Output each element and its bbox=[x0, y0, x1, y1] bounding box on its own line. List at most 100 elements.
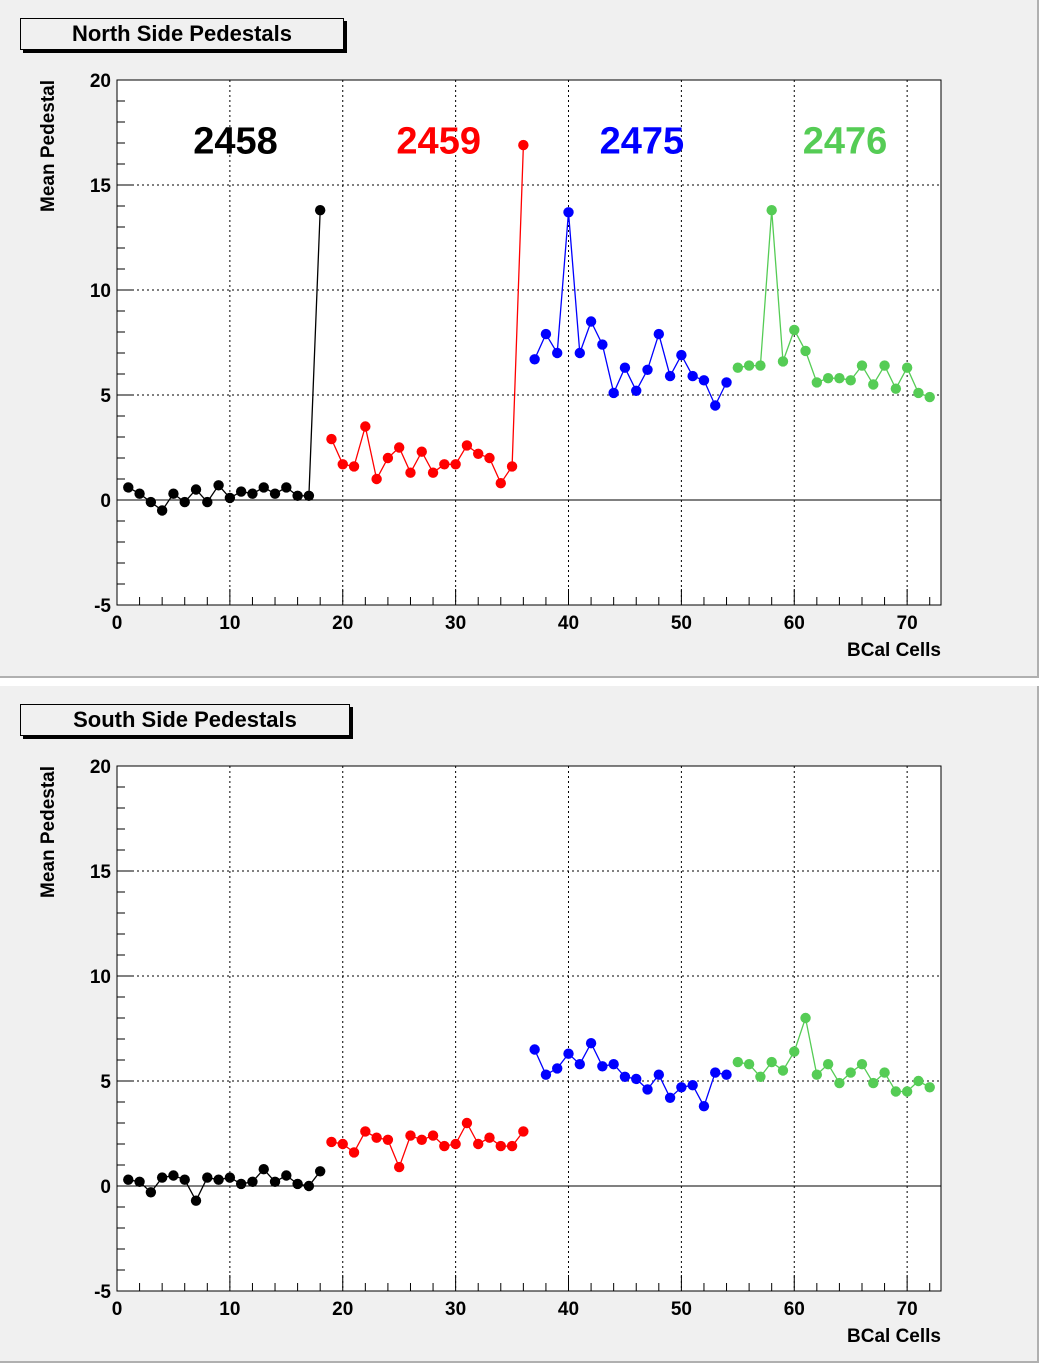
data-point bbox=[405, 1130, 416, 1141]
data-point bbox=[247, 1176, 258, 1187]
data-point bbox=[337, 1138, 348, 1150]
x-axis-label: BCal Cells bbox=[847, 1326, 941, 1347]
data-point bbox=[258, 1164, 269, 1175]
x-tick-label: 0 bbox=[112, 1299, 123, 1320]
x-tick-label: 40 bbox=[558, 1299, 579, 1320]
south-pad: South Side Pedestals 0 10 20 30 40 50 60 70 -5 0 5… bbox=[0, 686, 1039, 1363]
data-point bbox=[879, 360, 890, 371]
data-point bbox=[247, 488, 258, 499]
south-title: South Side Pedestals bbox=[20, 704, 350, 736]
data-point bbox=[642, 364, 653, 375]
x-axis-label: BCal Cells bbox=[847, 640, 941, 661]
data-point bbox=[777, 356, 789, 367]
data-point bbox=[348, 461, 360, 472]
y-tick-label: -5 bbox=[94, 596, 111, 617]
data-point bbox=[664, 1092, 676, 1103]
data-point bbox=[856, 360, 868, 371]
data-point bbox=[698, 1101, 710, 1112]
data-point bbox=[597, 1061, 608, 1072]
data-point bbox=[168, 488, 179, 499]
data-point bbox=[303, 490, 315, 501]
data-point bbox=[518, 1126, 529, 1137]
data-point bbox=[879, 1067, 890, 1078]
data-point bbox=[123, 1174, 134, 1185]
data-point bbox=[868, 1077, 879, 1089]
data-point bbox=[924, 1082, 935, 1093]
data-point bbox=[235, 486, 247, 497]
data-point bbox=[732, 1056, 744, 1068]
data-point bbox=[326, 433, 337, 445]
data-point bbox=[156, 1172, 168, 1183]
data-point bbox=[360, 421, 371, 432]
data-point bbox=[608, 1059, 619, 1070]
data-point bbox=[416, 1134, 427, 1145]
data-point bbox=[732, 362, 744, 373]
y-tick-label: 0 bbox=[100, 491, 111, 512]
data-point bbox=[213, 1174, 224, 1185]
data-point bbox=[913, 1075, 924, 1087]
series-label-2459: 2459 bbox=[396, 121, 481, 163]
data-point bbox=[123, 482, 134, 493]
data-point bbox=[473, 1138, 484, 1150]
data-point bbox=[653, 328, 665, 340]
x-tick-label: 70 bbox=[897, 1299, 918, 1320]
data-point bbox=[755, 360, 766, 371]
y-axis-label: Mean Pedestal bbox=[38, 766, 59, 898]
data-point bbox=[303, 1180, 315, 1192]
data-point bbox=[664, 370, 676, 382]
x-tick-label: 60 bbox=[784, 613, 805, 634]
data-point bbox=[642, 1084, 653, 1095]
y-tick-label: 15 bbox=[90, 176, 112, 197]
series-label-2476: 2476 bbox=[803, 121, 888, 163]
data-point bbox=[800, 345, 811, 357]
data-point bbox=[687, 370, 698, 382]
data-point bbox=[608, 387, 619, 399]
data-point bbox=[822, 373, 834, 384]
data-point bbox=[743, 360, 755, 371]
y-axis-label: Mean Pedestal bbox=[38, 80, 59, 212]
data-point bbox=[563, 207, 574, 218]
data-point bbox=[822, 1059, 834, 1070]
data-point bbox=[619, 1071, 631, 1082]
x-tick-label: 30 bbox=[445, 613, 466, 634]
data-point bbox=[281, 1170, 292, 1181]
data-point bbox=[360, 1126, 371, 1137]
data-point bbox=[179, 496, 190, 508]
data-point bbox=[202, 1172, 213, 1183]
data-point bbox=[518, 139, 529, 151]
data-point bbox=[890, 1086, 902, 1097]
data-point bbox=[834, 1077, 845, 1089]
data-point bbox=[631, 385, 642, 396]
data-point bbox=[213, 480, 224, 491]
data-point bbox=[755, 1071, 766, 1082]
y-tick-label: 5 bbox=[100, 386, 111, 407]
data-point bbox=[619, 362, 631, 373]
data-point bbox=[393, 1161, 405, 1173]
data-point bbox=[585, 316, 597, 327]
data-point bbox=[721, 1069, 732, 1080]
data-point bbox=[224, 1172, 236, 1183]
x-tick-label: 10 bbox=[219, 1299, 240, 1320]
data-point bbox=[845, 1067, 856, 1078]
north-pad: North Side Pedestals 0 10 20 30 40 50 60 70 -5 0 5… bbox=[0, 0, 1039, 678]
data-point bbox=[168, 1170, 179, 1181]
data-point bbox=[766, 205, 777, 216]
data-point bbox=[461, 440, 473, 451]
data-point bbox=[856, 1059, 868, 1070]
y-tick-label: -5 bbox=[94, 1282, 111, 1303]
data-point bbox=[743, 1059, 755, 1070]
data-point bbox=[292, 490, 303, 501]
data-point bbox=[145, 496, 157, 508]
x-tick-label: 30 bbox=[445, 1299, 466, 1320]
data-point bbox=[258, 482, 269, 493]
data-point bbox=[506, 461, 518, 472]
data-point bbox=[427, 1130, 439, 1141]
data-point bbox=[427, 467, 439, 478]
data-point bbox=[540, 328, 552, 340]
data-point bbox=[552, 347, 563, 359]
x-tick-label: 20 bbox=[332, 1299, 353, 1320]
data-point bbox=[563, 1048, 574, 1059]
data-point bbox=[134, 1176, 145, 1187]
data-point bbox=[292, 1178, 303, 1190]
